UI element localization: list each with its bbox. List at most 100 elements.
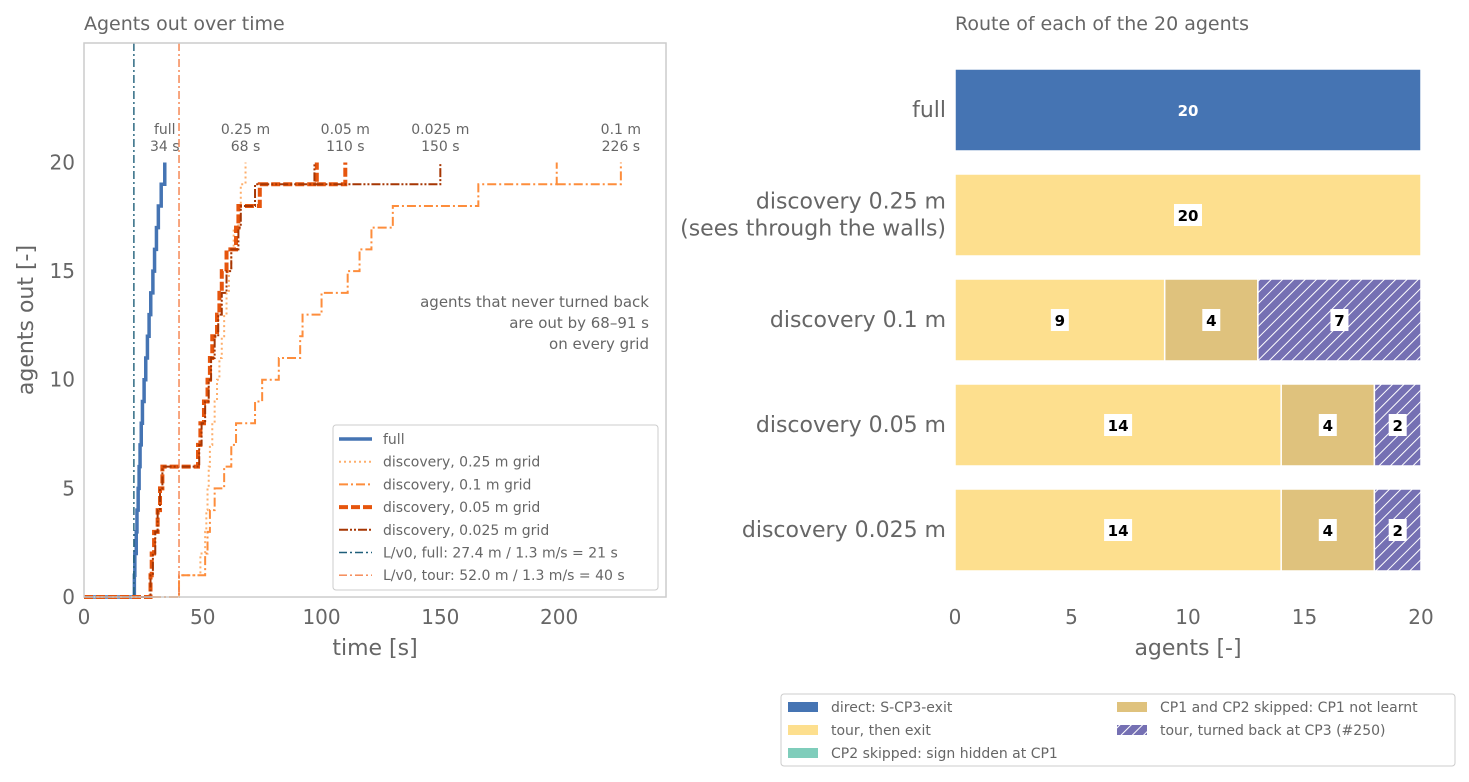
legend-entries: full discovery, 0.25 m grid discovery, 0.1… [339,432,625,584]
series-line-d005 [84,162,319,599]
bar-value-label: 20 [1178,102,1199,120]
bar-value-label-bg [1202,309,1221,331]
category-label: discovery 0.05 m [756,413,946,438]
legend-label: CP1 and CP2 skipped: CP1 not learnt [1160,700,1418,716]
line-chart-series [84,43,622,599]
x-tick-label: 0 [949,605,962,629]
bar-chart-category-labels: full discovery 0.25 m(sees through the wa… [680,98,946,543]
line-chart-title: Agents out over time [84,13,285,35]
end-label-time: 34 s [150,139,180,155]
legend-label: discovery, 0.1 m grid [383,477,531,493]
legend-swatch [788,725,818,735]
series-tail-d01 [556,162,622,186]
bar-value-label: 14 [1108,522,1129,540]
category-label: (sees through the walls) [680,217,946,242]
bar-chart-bars: 20 20 9 4 7 14 4 2 14 4 2 [954,68,1422,572]
bar-value-label: 7 [1334,312,1344,330]
bar-chart-xlabel: agents [-] [1134,636,1241,661]
bar-chart-ticks: 0 5 10 15 20 [949,605,1434,629]
bar-chart-legend: direct: S-CP3-exit tour, then exit CP2 ski… [780,693,1456,767]
legend-entry: discovery, 0.1 m grid [339,477,531,493]
legend-entry: direct: S-CP3-exit [788,700,953,716]
legend-label: tour, turned back at CP3 (#250) [1160,723,1385,739]
category-label: discovery 0.1 m [770,308,946,333]
x-tick-label: 100 [302,605,340,629]
bar-value-label: 4 [1323,522,1333,540]
series-line-full [84,162,167,599]
bar-value-label-bg [1050,309,1069,331]
end-label: 0.25 m68 s [221,122,270,155]
end-label-name: 0.1 m [601,122,641,138]
legend-entry: tour, turned back at CP3 (#250) [1117,723,1385,739]
bar-chart-title: Route of each of the 20 agents [955,13,1249,35]
bar-segment [954,68,1422,152]
legend-label: L/v0, tour: 52.0 m / 1.3 m/s = 40 s [383,568,625,584]
x-tick-label: 200 [540,605,578,629]
bar-value-label: 20 [1178,207,1199,225]
legend-entry: CP2 skipped: sign hidden at CP1 [788,746,1058,762]
y-tick-label: 10 [50,368,75,392]
bar-value-label: 4 [1206,312,1216,330]
line-chart-frame [83,42,667,598]
bar-value-label-bg [1330,309,1349,331]
legend-entry: CP1 and CP2 skipped: CP1 not learnt [1117,700,1418,716]
x-tick-label: 50 [190,605,215,629]
x-tick-label: 10 [1175,605,1200,629]
bar-value-label: 14 [1108,417,1129,435]
y-tick-label: 0 [62,585,75,609]
end-label-time: 68 s [231,139,261,155]
series-tail-d005 [316,162,348,187]
legend-entry: full [339,432,405,448]
annotation-line: on every grid [549,335,649,353]
y-tick-label: 5 [62,476,75,500]
bar-value-label-bg [1318,414,1337,436]
x-tick-label: 150 [421,605,459,629]
legend-box [332,424,659,591]
y-tick-label: 15 [50,259,75,283]
legend-entries: direct: S-CP3-exit tour, then exit CP2 ski… [788,700,1418,762]
legend-entry: L/v0, full: 27.4 m / 1.3 m/s = 21 s [339,546,618,562]
bar-value-label: 9 [1055,312,1065,330]
legend-label: tour, then exit [831,723,931,739]
end-label-name: 0.25 m [221,122,270,138]
series-line-d0025 [84,162,316,598]
legend-entry: discovery, 0.25 m grid [339,455,540,471]
legend-label: discovery, 0.25 m grid [383,455,540,471]
end-label-time: 110 s [326,139,364,155]
bar-value-label-bg [1174,204,1202,226]
line-chart-ticks: 0 50 100 150 200 0 5 10 15 20 [50,150,579,629]
annotation-line: agents that never turned back [420,293,649,311]
category-label: full [912,98,946,123]
legend-swatch [788,748,818,758]
annotation-line: are out by 68–91 s [509,314,649,332]
series-line-d01 [84,162,558,598]
category-label: discovery 0.25 m [756,190,946,215]
legend-swatch [1117,702,1147,712]
end-label-name: full [154,122,176,138]
legend-label: CP2 skipped: sign hidden at CP1 [831,746,1058,762]
legend-label: full [383,432,405,448]
line-chart-annotation: agents that never turned back are out by… [420,293,649,353]
bar-value-label-bg [1104,519,1133,541]
bar-value-label-bg [1104,414,1133,436]
series-tail-d0025 [314,162,442,186]
end-label-name: 0.025 m [411,122,469,138]
line-chart: Agents out over time 0 50 100 150 200 0 5 10 15 2… [14,13,667,661]
x-tick-label: 20 [1408,605,1433,629]
legend-entry: L/v0, tour: 52.0 m / 1.3 m/s = 40 s [339,568,625,584]
line-chart-xlabel: time [s] [332,636,417,661]
x-tick-label: 5 [1065,605,1078,629]
category-label: discovery 0.025 m [742,518,946,543]
y-tick-label: 20 [50,150,75,174]
series-line-d025 [84,162,247,598]
legend-entry: tour, then exit [788,723,931,739]
x-tick-label: 15 [1292,605,1317,629]
bar-value-label-bg [1388,414,1407,436]
bar-value-label: 2 [1392,417,1402,435]
